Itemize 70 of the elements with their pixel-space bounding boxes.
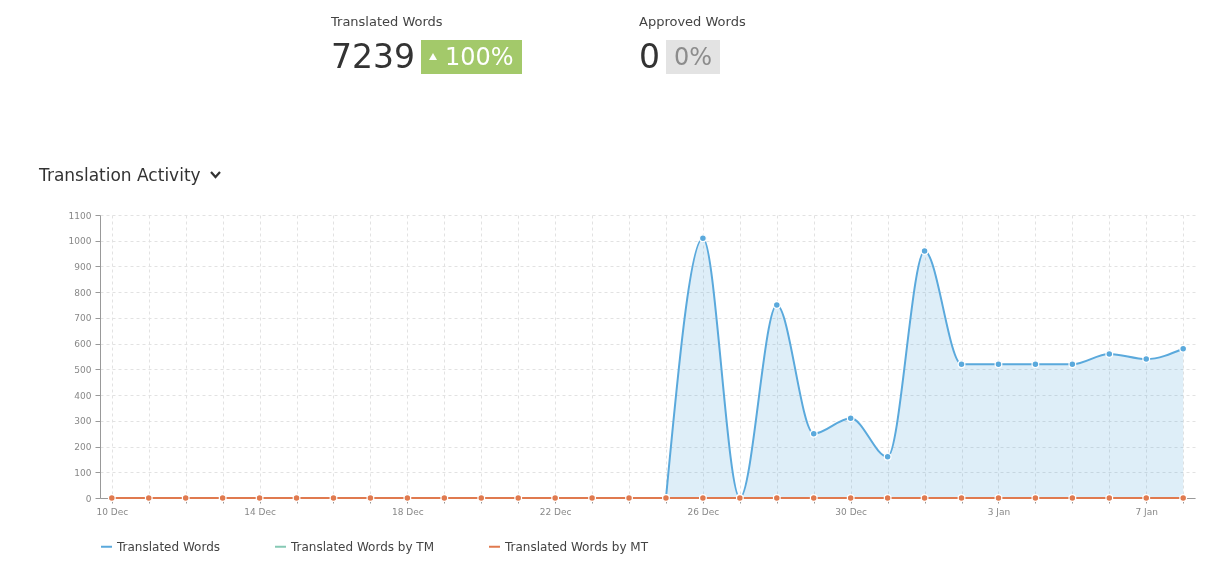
point <box>846 494 855 502</box>
point <box>514 494 523 502</box>
legend-label: Translated Words by TM <box>290 539 435 554</box>
point <box>1105 349 1114 358</box>
y-tick-label: 0 <box>85 493 92 504</box>
point <box>772 301 781 309</box>
point <box>1031 360 1040 369</box>
x-tick-label: 7 Jan <box>1135 506 1158 517</box>
legend-label: Translated Words by MT <box>504 539 649 554</box>
point <box>1031 494 1040 502</box>
point <box>920 494 929 502</box>
text: 100% <box>444 42 514 71</box>
y-tick-label: 1100 <box>68 210 92 221</box>
y-tick-label: 900 <box>74 261 92 272</box>
text: 0 <box>639 37 660 76</box>
x-tick-label: 18 Dec <box>392 506 424 517</box>
text: Approved Words <box>639 14 746 29</box>
point <box>255 494 264 502</box>
point <box>440 494 449 502</box>
legend-label: Translated Words <box>116 539 221 554</box>
y-tick-label: 800 <box>74 287 92 298</box>
y-tick-label: 400 <box>74 390 92 401</box>
point <box>994 494 1003 502</box>
point <box>1068 494 1077 502</box>
point <box>957 494 966 502</box>
point <box>366 494 375 502</box>
point <box>994 360 1003 369</box>
x-tick-label: 14 Dec <box>244 506 277 517</box>
y-tick-label: 500 <box>74 364 92 375</box>
point <box>846 414 855 423</box>
point <box>218 494 227 502</box>
y-tick-label: 700 <box>74 313 92 324</box>
y-tick-label: 200 <box>74 442 92 453</box>
point <box>809 429 818 438</box>
text: 0% <box>674 42 713 71</box>
point <box>329 494 338 502</box>
point <box>883 494 892 502</box>
point <box>477 494 486 502</box>
chart-title: Translation Activity <box>39 165 201 185</box>
text: Translated Words <box>331 14 444 29</box>
x-tick-label: 3 Jan <box>987 506 1011 517</box>
y-tick-label: 100 <box>74 467 92 478</box>
y-tick-label: 300 <box>74 416 92 427</box>
point <box>625 494 633 502</box>
x-tick-label: 10 Dec <box>96 506 129 517</box>
x-tick-label: 22 Dec <box>539 506 572 517</box>
text: 7239 <box>331 37 415 76</box>
point <box>1105 494 1114 502</box>
point <box>588 494 597 502</box>
point <box>107 494 116 502</box>
point <box>698 494 707 502</box>
point <box>883 452 892 461</box>
point <box>772 494 781 502</box>
point <box>403 494 412 502</box>
point <box>181 494 190 502</box>
x-tick-label: 30 Dec <box>835 506 868 517</box>
point <box>1068 360 1077 369</box>
point <box>1142 494 1151 502</box>
point <box>920 247 929 255</box>
point <box>698 234 707 243</box>
y-tick-label: 600 <box>74 339 92 350</box>
point <box>809 494 818 502</box>
point <box>144 494 153 502</box>
y-tick-label: 1000 <box>68 236 92 247</box>
point <box>1142 355 1151 364</box>
x-tick-label: 26 Dec <box>687 506 720 517</box>
point <box>292 494 301 502</box>
point <box>551 494 560 502</box>
point <box>957 360 966 369</box>
point <box>1179 494 1188 502</box>
